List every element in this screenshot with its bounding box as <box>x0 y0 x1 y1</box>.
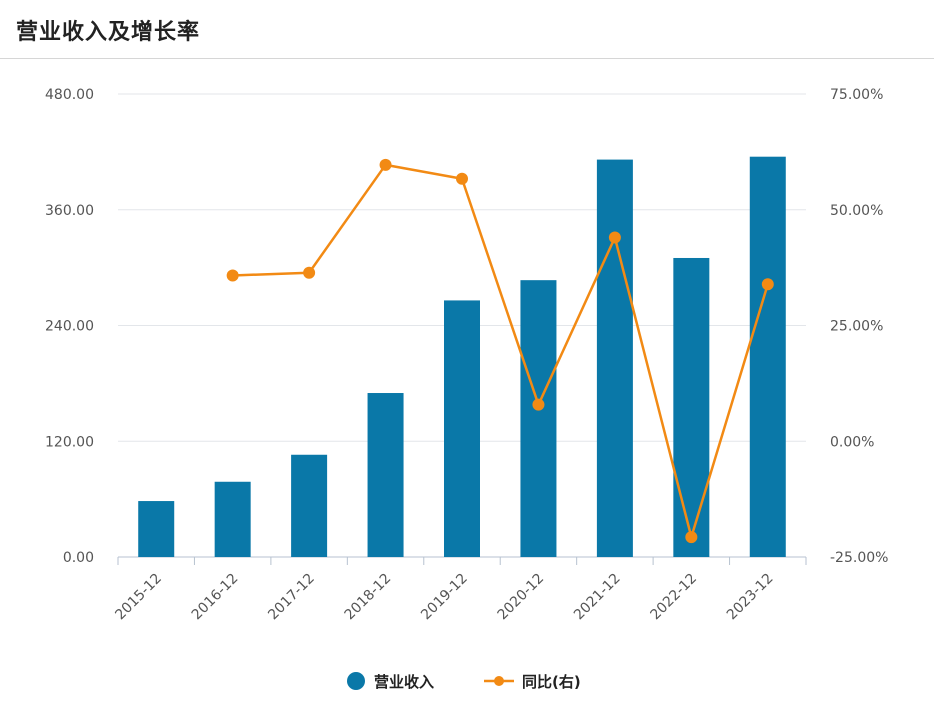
bar <box>291 454 328 557</box>
y-left-tick-label: 0.00 <box>63 550 94 566</box>
legend-growth-marker <box>494 676 504 686</box>
x-tick-label: 2015-12 <box>112 571 165 624</box>
chart-header: 营业收入及增长率 <box>0 0 934 59</box>
growth-point <box>456 172 468 185</box>
legend-revenue-marker <box>347 672 365 690</box>
bar <box>214 481 251 557</box>
y-left-tick-label: 480.00 <box>45 87 94 103</box>
y-right-tick-label: 0.00% <box>830 434 874 450</box>
x-tick-label: 2017-12 <box>265 571 318 624</box>
x-tick-label: 2020-12 <box>495 571 548 624</box>
bar <box>520 280 557 557</box>
growth-point <box>226 269 239 282</box>
legend-revenue-label: 营业收入 <box>374 673 434 691</box>
y-right-tick-label: 50.00% <box>830 203 883 219</box>
growth-point <box>761 278 774 291</box>
y-left-tick-label: 120.00 <box>45 434 94 450</box>
bar <box>138 501 175 557</box>
y-right-tick-label: 25.00% <box>830 319 883 335</box>
y-right-tick-label: -25.00% <box>830 550 888 566</box>
bar <box>444 300 480 557</box>
bar <box>749 156 786 557</box>
x-tick-label: 2021-12 <box>571 571 624 624</box>
legend-growth-label: 同比(右) <box>522 673 581 691</box>
growth-line <box>232 163 769 539</box>
x-tick-label: 2016-12 <box>189 571 242 624</box>
x-tick-label: 2019-12 <box>418 571 471 624</box>
y-left-tick-label: 240.00 <box>45 319 94 335</box>
y-right-tick-label: 75.00% <box>830 87 883 103</box>
growth-point <box>303 266 316 279</box>
bar <box>367 393 404 557</box>
growth-point <box>608 231 621 244</box>
bar <box>596 159 633 557</box>
growth-point <box>685 531 698 544</box>
x-tick-label: 2023-12 <box>724 571 777 624</box>
growth-point <box>379 158 392 171</box>
bar <box>673 257 710 557</box>
y-left-tick-label: 360.00 <box>45 203 94 219</box>
x-tick-label: 2022-12 <box>647 571 700 624</box>
growth-point <box>532 398 545 411</box>
x-tick-label: 2018-12 <box>342 571 395 624</box>
chart-title: 营业收入及增长率 <box>16 20 201 45</box>
